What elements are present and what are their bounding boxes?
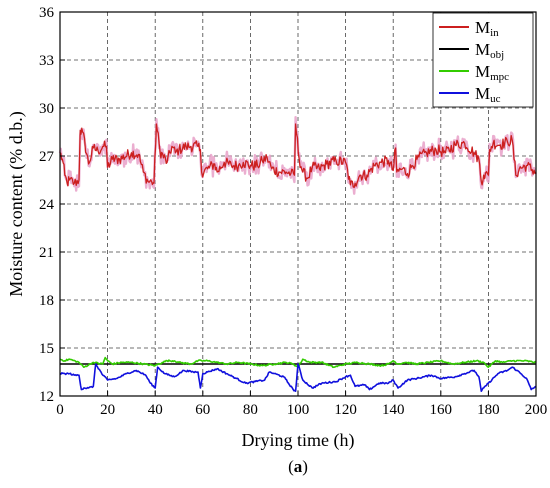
x-tick-label: 80 [243,402,258,418]
y-tick-label: 36 [39,5,55,21]
legend-label: Mobj [475,40,504,61]
legend-label: Min [475,18,499,39]
series-line-in [59,123,537,189]
y-tick-label: 21 [39,245,54,261]
x-axis-title: Drying time (h) [242,430,355,451]
x-tick-label: 60 [195,402,210,418]
x-tick-label: 140 [382,402,405,418]
y-tick-label: 27 [39,149,55,165]
y-tick-label: 15 [39,341,54,357]
y-tick-label: 30 [39,101,54,117]
x-tick-label: 180 [477,402,500,418]
y-axis-title: Moisture content (% d.b.) [6,111,27,296]
series-line-mpc [59,356,537,369]
x-tick-label: 160 [430,402,453,418]
legend-box [432,12,534,108]
x-tick-label: 100 [287,402,310,418]
panel-label: (a) [288,457,308,476]
series-line-uc [59,363,537,392]
axis-ticks: 0 20 40 60 80 100 120 140 160 180 200 12 15 18 21 24 27 3… [39,5,547,418]
x-tick-label: 20 [100,402,115,418]
x-tick-label: 40 [148,402,163,418]
legend-label: Mmpc [475,62,509,83]
y-tick-label: 24 [39,197,55,213]
x-tick-label: 0 [56,402,64,418]
y-tick-label: 12 [39,389,54,405]
y-tick-label: 18 [39,293,54,309]
plot-series [58,116,538,392]
legend-label: Muc [475,84,501,105]
x-tick-label: 200 [525,402,548,418]
x-tick-label: 120 [334,402,357,418]
y-tick-label: 33 [39,53,54,69]
